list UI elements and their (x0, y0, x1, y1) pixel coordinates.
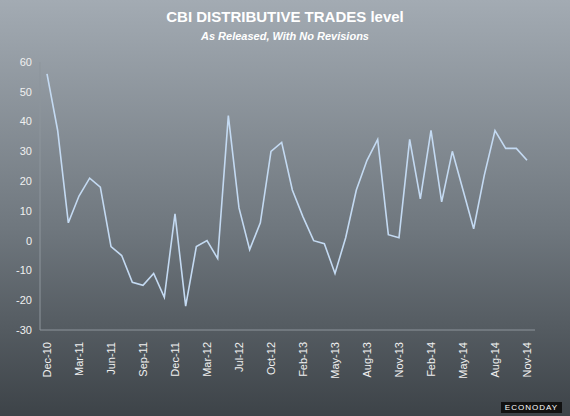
svg-text:Aug-14: Aug-14 (489, 342, 501, 377)
svg-text:Mar-12: Mar-12 (201, 342, 213, 377)
svg-text:60: 60 (20, 56, 32, 68)
svg-text:30: 30 (20, 145, 32, 157)
svg-text:40: 40 (20, 115, 32, 127)
svg-text:Jul-12: Jul-12 (233, 342, 245, 372)
svg-text:Nov-13: Nov-13 (393, 342, 405, 377)
svg-text:0: 0 (26, 235, 32, 247)
svg-text:Aug-13: Aug-13 (361, 342, 373, 377)
svg-text:Sep-11: Sep-11 (137, 342, 149, 377)
html-text:ECONODAY: ECONODAY (504, 403, 558, 412)
svg-text:Dec-11: Dec-11 (169, 342, 181, 377)
svg-text:10: 10 (20, 205, 32, 217)
html-text:As Released, With No Revisions: As Released, With No Revisions (201, 30, 369, 42)
svg-text:50: 50 (20, 86, 32, 98)
svg-text:Dec-10: Dec-10 (41, 342, 53, 377)
svg-text:Nov-14: Nov-14 (521, 342, 533, 377)
svg-text:Oct-12: Oct-12 (265, 342, 277, 375)
html-text:CBI DISTRIBUTIVE TRADES level: CBI DISTRIBUTIVE TRADES level (166, 8, 404, 25)
svg-text:Jun-11: Jun-11 (105, 342, 117, 375)
svg-text:20: 20 (20, 175, 32, 187)
svg-text:-20: -20 (16, 294, 32, 306)
svg-text:Mar-11: Mar-11 (73, 342, 85, 376)
svg-text:Feb-14: Feb-14 (425, 342, 437, 377)
svg-text:May-14: May-14 (457, 342, 469, 379)
svg-text:Feb-13: Feb-13 (297, 342, 309, 377)
svg-text:-30: -30 (16, 324, 32, 336)
svg-text:-10: -10 (16, 264, 32, 276)
svg-text:May-13: May-13 (329, 342, 341, 379)
